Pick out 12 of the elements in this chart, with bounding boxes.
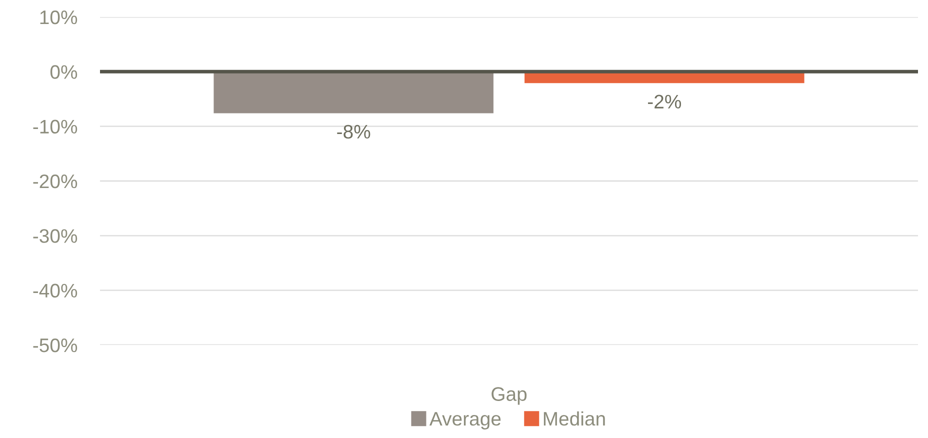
y-tick-label: -30% — [33, 229, 78, 243]
legend-label: Average — [429, 412, 501, 430]
y-tick-label: -40% — [33, 284, 78, 298]
y-tick-label: -20% — [33, 174, 78, 188]
legend-label: Median — [544, 411, 605, 426]
data-label: -2% — [648, 94, 682, 108]
y-tick-label: -50% — [33, 338, 78, 352]
y-tick-label: -10% — [33, 120, 78, 134]
data-label: -8% — [337, 124, 370, 139]
y-tick-label: 10% — [40, 10, 78, 24]
y-tick-label: 0% — [50, 65, 78, 79]
x-tick-label: Gap — [492, 387, 527, 405]
